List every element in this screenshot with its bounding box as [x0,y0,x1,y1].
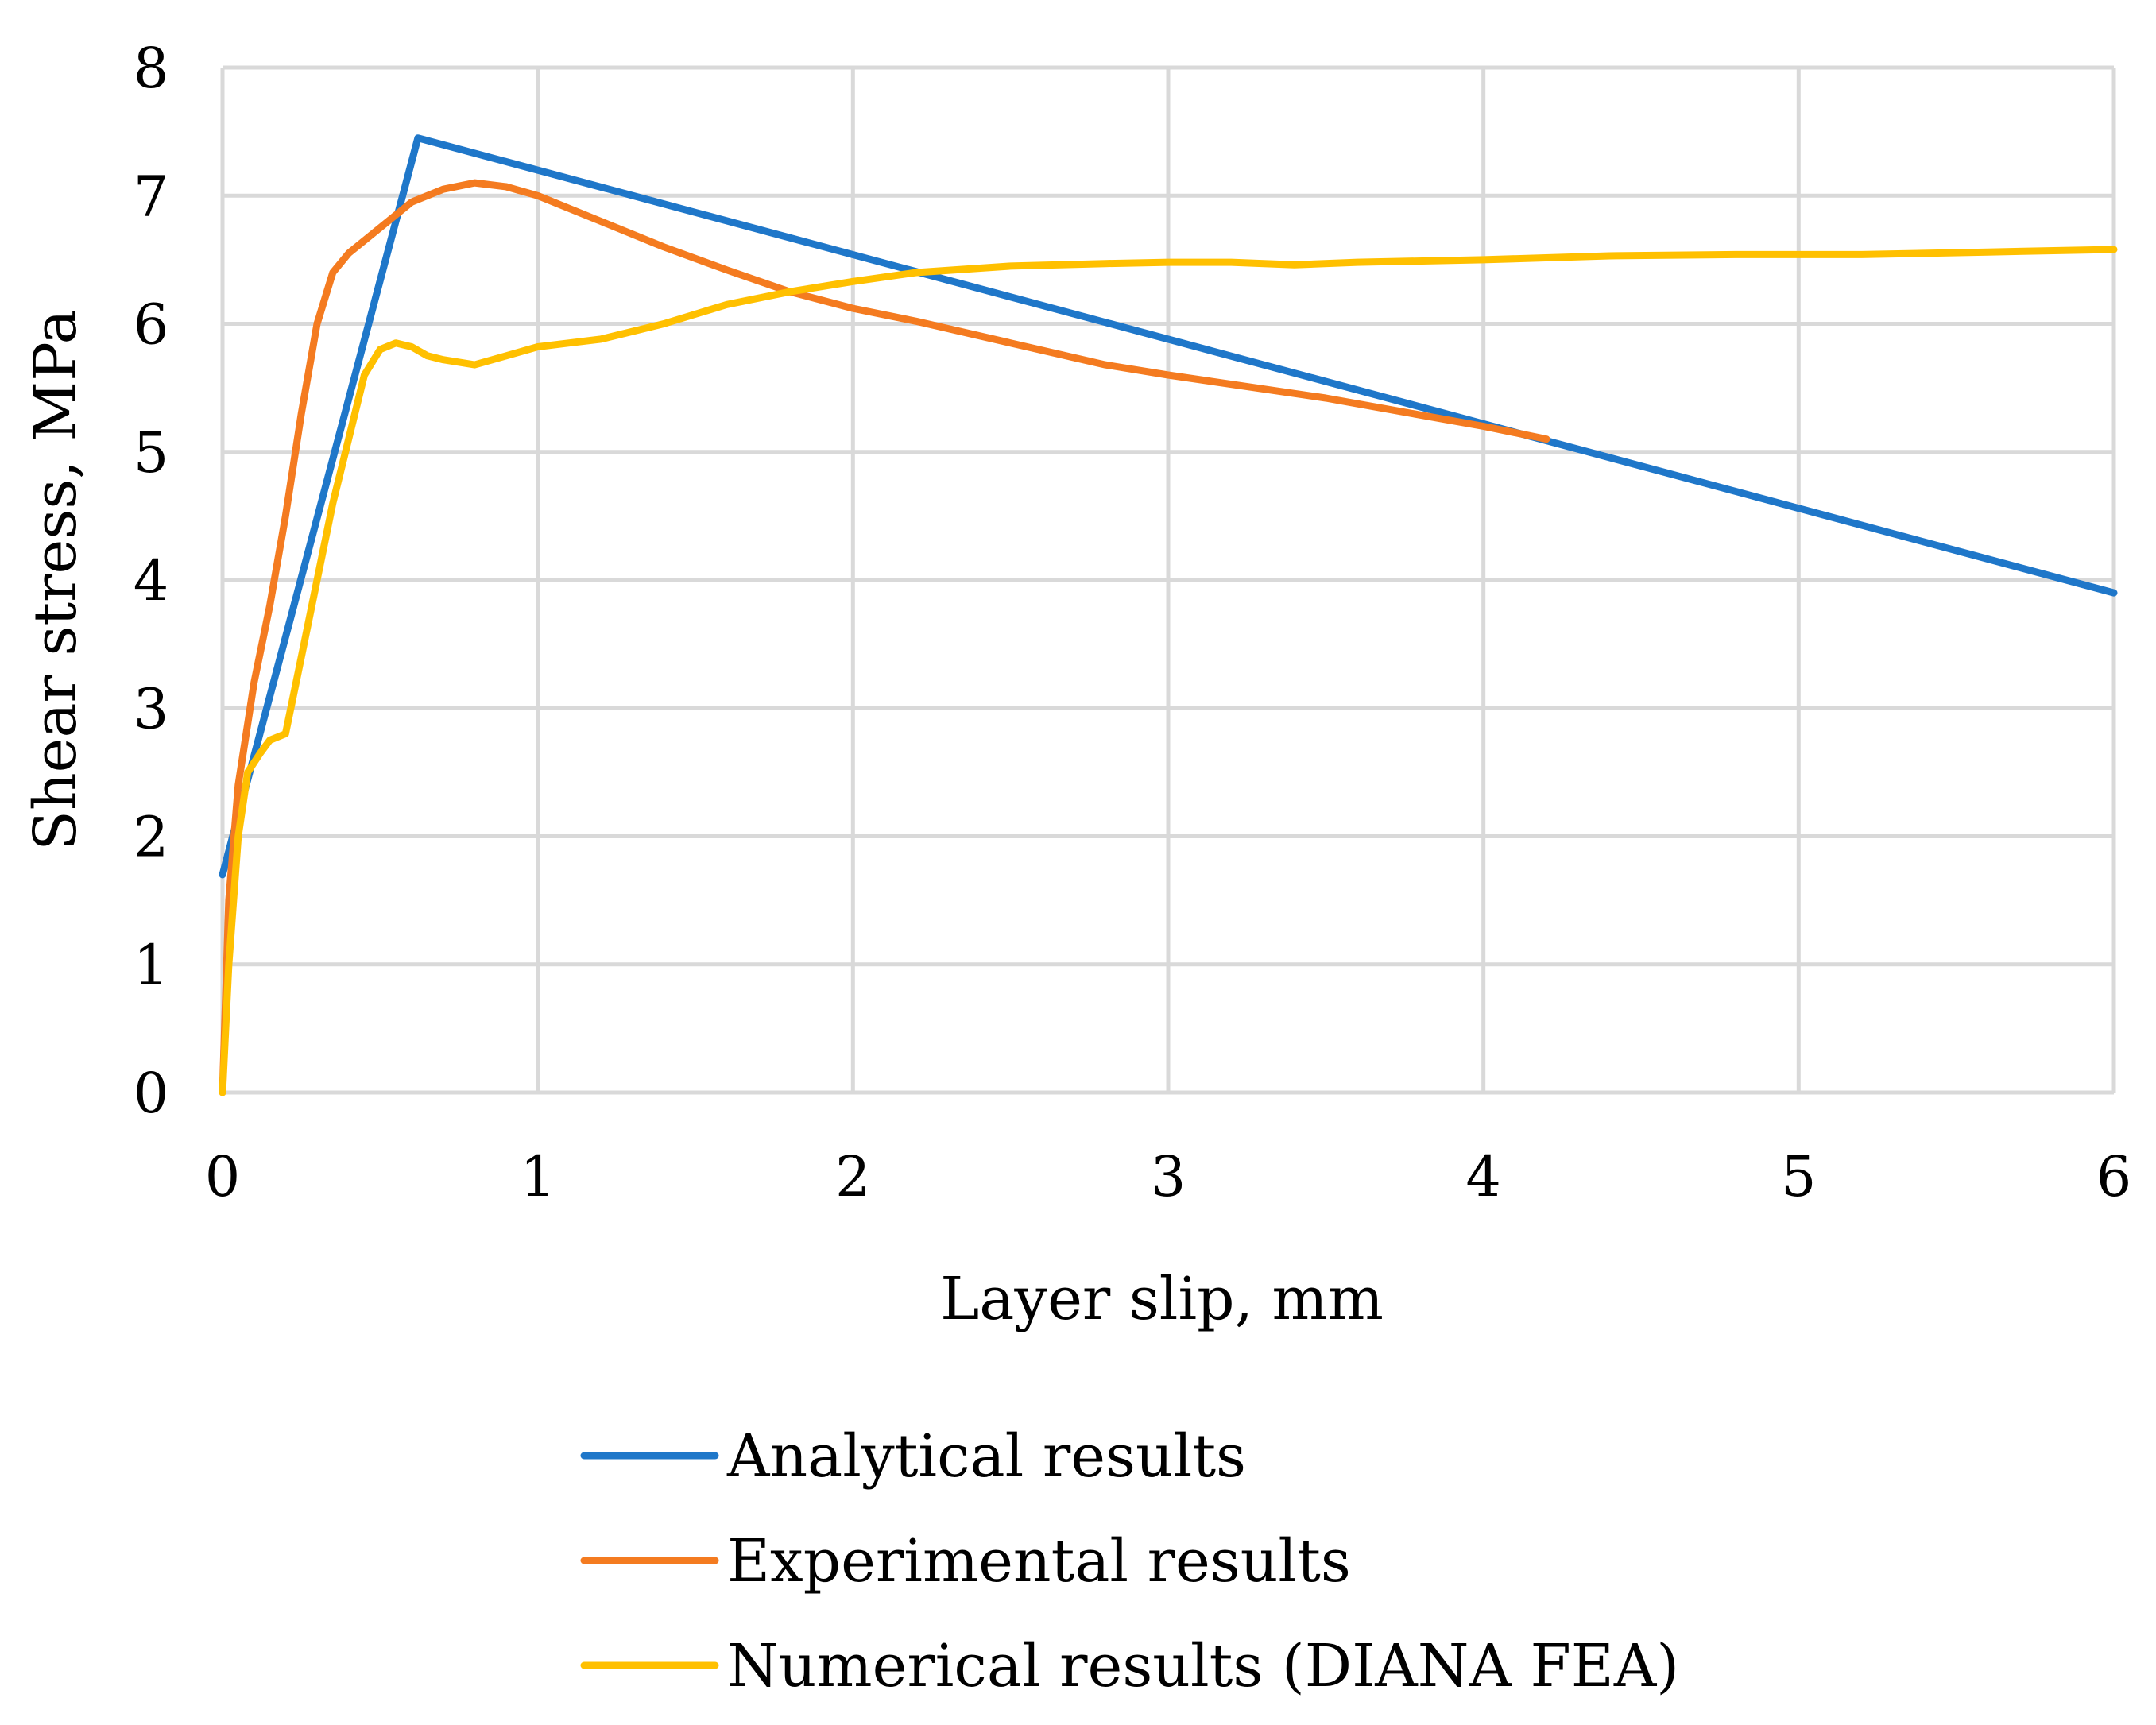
series-line-2 [219,179,1550,1096]
legend-label-3: Numerical results (DIANA FEA) [727,1632,1679,1700]
legend-label-1: Analytical results [726,1422,1246,1491]
y-tick-label: 2 [134,805,169,870]
y-tick-label: 0 [134,1061,169,1126]
grid [220,65,2116,1095]
x-axis-title: Layer slip, mm [940,1265,1384,1333]
x-tick-label: 6 [2096,1144,2132,1209]
y-tick-label: 7 [134,164,169,229]
x-tick-label: 0 [205,1144,241,1209]
y-tick-label: 3 [134,676,169,741]
legend-label-2: Experimental results [727,1527,1351,1595]
y-tick-label: 1 [134,933,169,998]
x-tick-label: 4 [1465,1144,1501,1209]
series-layer [219,134,2118,1096]
x-tick-label: 3 [1151,1144,1186,1209]
y-tick-label: 6 [134,292,169,358]
series-line-3 [219,246,2118,1096]
legend: Analytical results Experimental results Nu… [580,1422,1679,1700]
y-tick-label: 8 [134,36,169,101]
y-axis-title: Shear stress, MPa [21,309,90,850]
x-tick-label: 2 [835,1144,871,1209]
tick-labels: 0 1 2 3 4 5 6 0 1 2 3 4 5 6 7 8 [134,36,2132,1209]
y-tick-label: 5 [134,420,169,485]
x-tick-label: 5 [1781,1144,1817,1209]
y-tick-label: 4 [134,548,169,613]
x-tick-label: 1 [520,1144,555,1209]
